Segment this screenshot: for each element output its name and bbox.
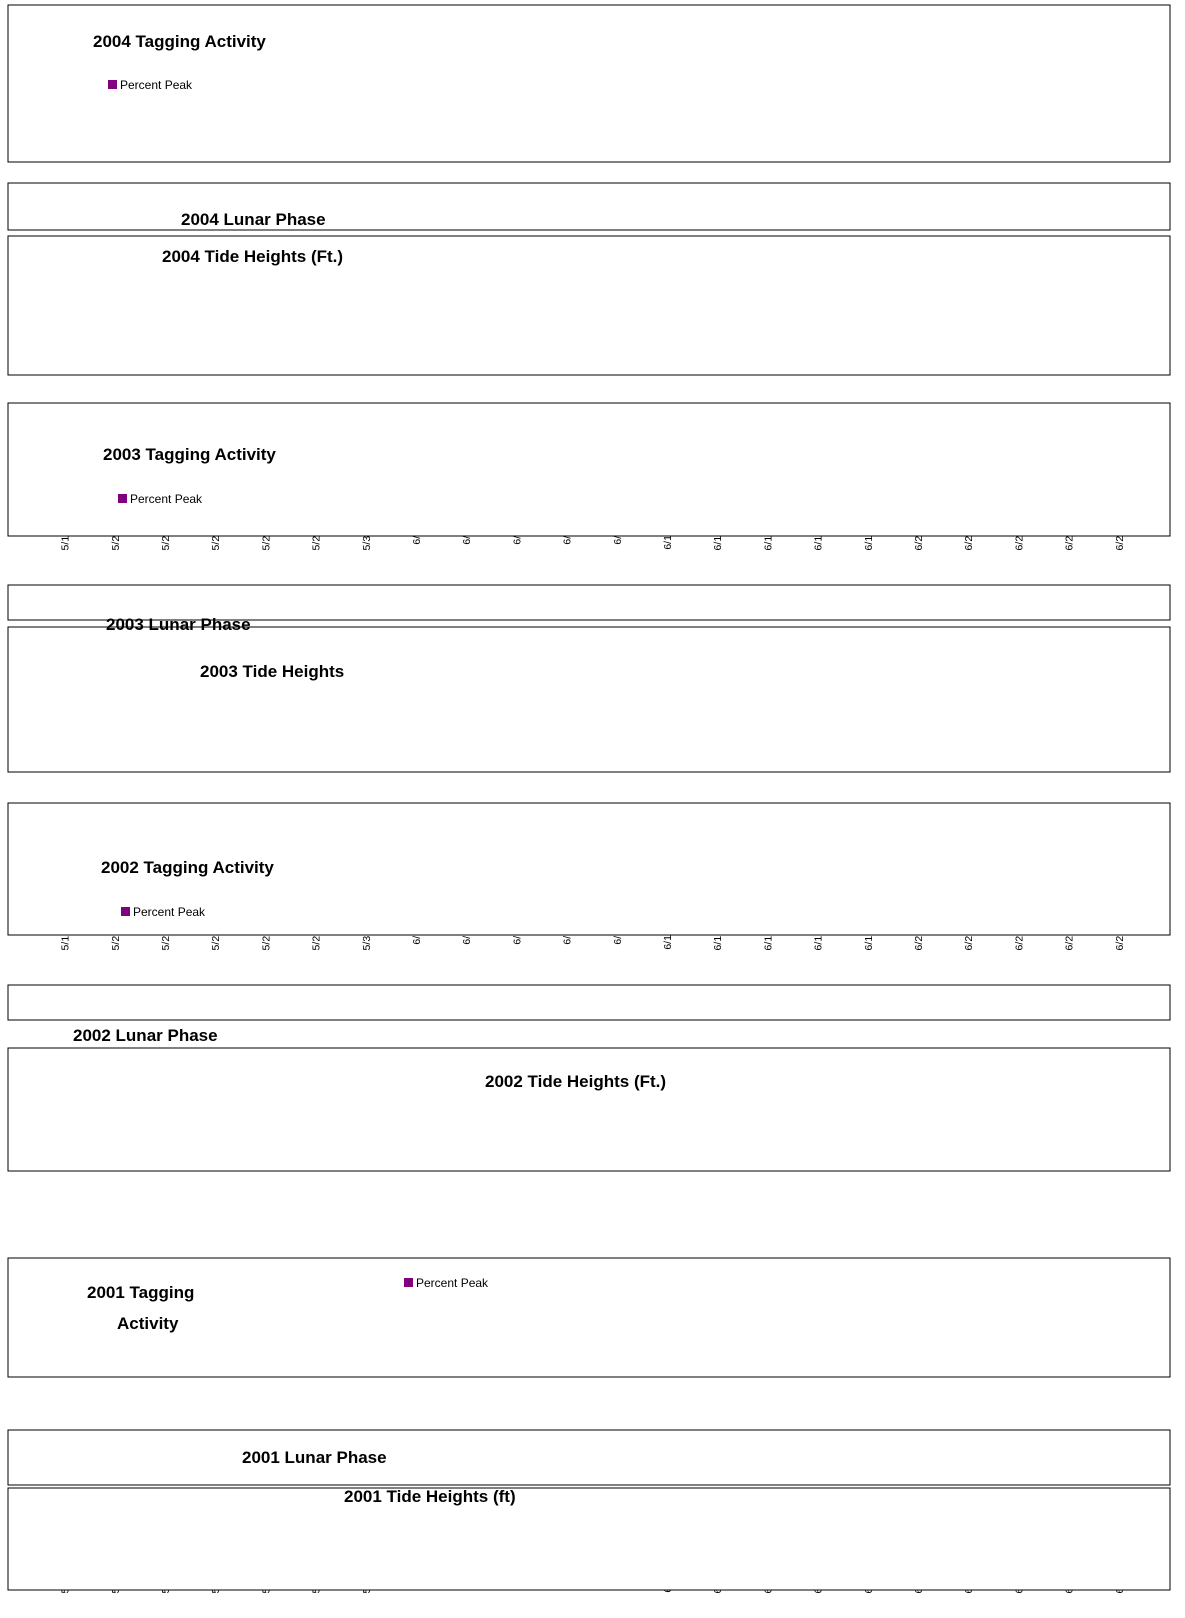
lun2001-panel [7,1429,1171,1486]
tide2001-panel [7,1487,1171,1591]
tag2004-panel [7,4,1171,163]
tide2004-panel [7,235,1171,376]
lun2002-panel [7,984,1171,1021]
tag2003-panel [7,402,1171,537]
tide2002-panel [7,1047,1171,1172]
tag2001-panel [7,1257,1171,1378]
lun2004-panel [7,182,1171,231]
tide2003-panel [7,626,1171,773]
tag2002-panel [7,802,1171,936]
lun2003-panel [7,584,1171,621]
